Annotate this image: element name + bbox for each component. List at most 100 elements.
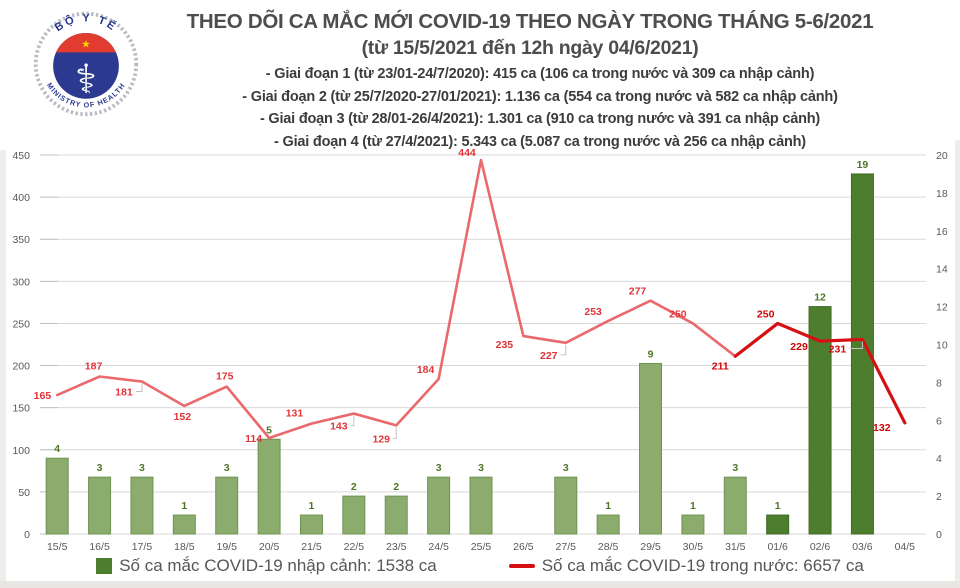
x-axis-label: 15/5 xyxy=(47,541,68,553)
bar-imported-cases xyxy=(766,514,790,535)
x-axis-label: 03/6 xyxy=(852,541,873,553)
bar-imported-cases xyxy=(257,438,281,535)
line-value-label: 129 xyxy=(372,433,390,445)
legend-item-domestic: Số ca mắc COVID-19 trong nước: 6657 ca xyxy=(508,556,864,576)
x-axis-label: 18/5 xyxy=(174,541,195,553)
logo-star-icon: ★ xyxy=(81,39,91,51)
bar-value-label: 19 xyxy=(857,159,869,171)
line-value-label: 211 xyxy=(712,360,729,372)
legend-imported-label: Số ca mắc COVID-19 nhập cảnh: 1538 ca xyxy=(119,556,437,575)
x-axis-label: 25/5 xyxy=(471,541,492,553)
label-leader-line xyxy=(849,341,863,349)
right-axis-label: 16 xyxy=(936,226,948,238)
x-axis-label: 27/5 xyxy=(556,541,577,553)
chart-legend: Số ca mắc COVID-19 nhập cảnh: 1538 ca Số… xyxy=(0,556,960,576)
label-leader-line xyxy=(560,344,567,356)
logo-red-banner xyxy=(56,32,116,53)
x-axis-label: 19/5 xyxy=(216,541,237,553)
x-axis-label: 21/5 xyxy=(301,541,322,553)
line-domestic-cases-light xyxy=(55,158,737,440)
left-axis-label: 350 xyxy=(12,234,30,246)
screenshot-edge-left xyxy=(0,150,6,588)
legend-line-swatch xyxy=(508,564,535,568)
bar-value-label: 2 xyxy=(351,481,357,493)
left-axis-label: 450 xyxy=(12,150,30,162)
chart-header: THEO DÕI CA MẮC MỚI COVID-19 THEO NGÀY T… xyxy=(140,8,920,62)
bar-value-label: 2 xyxy=(393,481,399,493)
bar-imported-cases xyxy=(172,514,196,535)
left-axis-label: 0 xyxy=(24,529,30,541)
line-value-label: 131 xyxy=(286,408,304,420)
bar-value-label: 3 xyxy=(97,462,103,474)
stage-4-summary: - Giai đoạn 4 (từ 27/4/2021): 5.343 ca (… xyxy=(274,133,806,150)
line-value-label: 184 xyxy=(417,364,435,376)
line-value-label: 277 xyxy=(629,286,647,298)
right-axis-label: 14 xyxy=(936,264,948,276)
x-axis-label: 01/6 xyxy=(767,541,788,553)
bar-value-label: 5 xyxy=(266,424,272,436)
bar-value-label: 1 xyxy=(181,500,187,512)
page-title: THEO DÕI CA MẮC MỚI COVID-19 THEO NGÀY T… xyxy=(186,10,874,33)
right-axis-label: 4 xyxy=(936,453,942,465)
bar-value-label: 3 xyxy=(224,462,230,474)
bar-imported-cases xyxy=(596,514,620,535)
left-axis-label: 300 xyxy=(12,276,30,288)
right-axis-label: 20 xyxy=(936,150,948,162)
stage-3-summary: - Giai đoạn 3 (từ 28/01-26/4/2021): 1.30… xyxy=(259,111,821,127)
x-axis-label: 24/5 xyxy=(428,541,449,553)
line-value-label: 114 xyxy=(245,433,262,445)
line-value-label: 250 xyxy=(757,308,775,320)
bar-imported-cases xyxy=(130,476,154,535)
right-axis-label: 10 xyxy=(936,340,948,352)
x-axis-label: 30/5 xyxy=(683,541,704,553)
left-axis-label: 250 xyxy=(12,318,30,330)
bar-imported-cases xyxy=(808,306,832,535)
x-axis-label: 20/5 xyxy=(259,541,280,553)
x-axis-label: 17/5 xyxy=(132,541,153,553)
x-axis-label: 23/5 xyxy=(386,541,407,553)
bar-value-label: 3 xyxy=(436,462,442,474)
bar-imported-cases xyxy=(45,457,69,535)
bar-imported-cases xyxy=(215,476,239,535)
right-axis-label: 18 xyxy=(936,188,948,200)
left-axis-label: 200 xyxy=(12,361,30,373)
x-axis-label: 04/5 xyxy=(895,541,916,553)
line-value-label: 187 xyxy=(85,361,103,373)
right-axis-label: 8 xyxy=(936,377,942,389)
bar-value-label: 4 xyxy=(54,443,60,455)
right-axis-label: 6 xyxy=(936,415,942,427)
bar-imported-cases xyxy=(469,476,493,535)
label-leader-line xyxy=(135,383,143,393)
bar-value-label: 1 xyxy=(690,500,696,512)
bar-value-label: 3 xyxy=(563,462,569,474)
left-axis-label: 100 xyxy=(12,445,30,457)
bar-value-label: 1 xyxy=(605,500,611,512)
bar-imported-cases xyxy=(427,476,451,535)
line-value-label: 235 xyxy=(496,339,514,351)
page-subtitle: (từ 15/5/2021 đến 12h ngày 04/6/2021) xyxy=(361,37,699,59)
bar-value-label: 1 xyxy=(775,500,781,512)
legend-domestic-label: Số ca mắc COVID-19 trong nước: 6657 ca xyxy=(541,556,864,575)
bar-imported-cases xyxy=(384,495,408,535)
bar-value-label: 3 xyxy=(139,462,145,474)
bar-imported-cases xyxy=(299,514,323,535)
line-value-label: 143 xyxy=(330,421,348,433)
line-value-label: 250 xyxy=(669,308,687,320)
line-value-label: 444 xyxy=(458,147,476,159)
bar-value-label: 3 xyxy=(732,462,738,474)
bar-value-label: 12 xyxy=(814,292,826,304)
bar-imported-cases xyxy=(723,476,747,535)
stage-2-summary: - Giai đoạn 2 (từ 25/7/2020-27/01/2021):… xyxy=(242,88,838,105)
right-axis-label: 0 xyxy=(936,529,942,541)
x-axis-label: 02/6 xyxy=(810,541,831,553)
line-domestic-cases-dark xyxy=(733,321,907,425)
stage-1-summary: - Giai đoạn 1 (từ 23/01-24/7/2020): 415 … xyxy=(265,66,815,82)
screenshot-edge-bottom xyxy=(0,581,960,588)
bar-imported-cases xyxy=(850,173,874,535)
left-axis-label: 150 xyxy=(12,403,30,415)
right-axis-label: 2 xyxy=(936,491,942,503)
legend-item-imported: Số ca mắc COVID-19 nhập cảnh: 1538 ca xyxy=(96,556,437,576)
bar-value-label: 1 xyxy=(309,500,315,512)
x-axis-label: 16/5 xyxy=(89,541,110,553)
